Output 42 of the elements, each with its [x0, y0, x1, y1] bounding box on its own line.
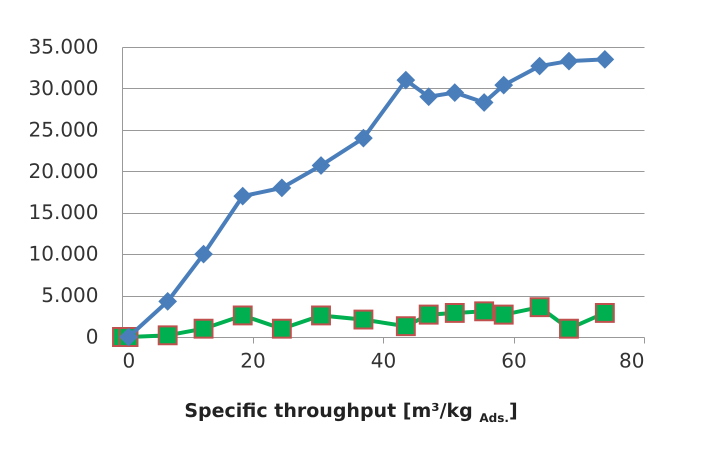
y-tick-label: 25.000 — [28, 117, 98, 142]
x-tick-label: 0 — [122, 348, 136, 372]
y-tick-label: 15.000 — [28, 200, 98, 224]
y-tick-label: 20.000 — [28, 158, 98, 183]
x-tick-label: 20 — [240, 348, 266, 372]
x-tick-label: 80 — [619, 348, 644, 372]
point — [494, 304, 514, 325]
point — [354, 128, 373, 148]
point — [396, 316, 416, 336]
point — [559, 318, 579, 339]
x-tick-label: 40 — [370, 348, 396, 372]
y-tick-label: 10.000 — [28, 242, 98, 266]
point — [234, 186, 252, 206]
point — [194, 244, 213, 264]
y-tick-label: 30.000 — [28, 76, 98, 100]
point — [474, 301, 494, 322]
point — [353, 310, 374, 330]
x-tick-label: 60 — [501, 348, 527, 372]
point — [158, 325, 178, 346]
point — [232, 306, 253, 326]
point — [446, 83, 464, 102]
y-tick-label: 35.000 — [28, 34, 98, 58]
point — [560, 52, 578, 70]
point — [418, 304, 439, 325]
y-tick-label: 0 — [86, 324, 98, 348]
point — [474, 93, 494, 112]
point — [158, 292, 177, 311]
point — [312, 156, 330, 175]
point — [311, 306, 331, 326]
y-tick-label: 5.000 — [41, 283, 98, 308]
point — [272, 178, 292, 198]
point — [272, 318, 292, 339]
point — [596, 50, 614, 69]
point — [494, 76, 513, 94]
x-axis-title: Specific throughput [m³/kg $_{Ads.}$] — [183, 400, 519, 425]
point — [396, 70, 415, 90]
point — [420, 88, 438, 106]
point — [594, 303, 615, 323]
point — [530, 297, 550, 318]
point — [194, 318, 214, 339]
point — [444, 303, 465, 323]
point — [530, 56, 549, 76]
